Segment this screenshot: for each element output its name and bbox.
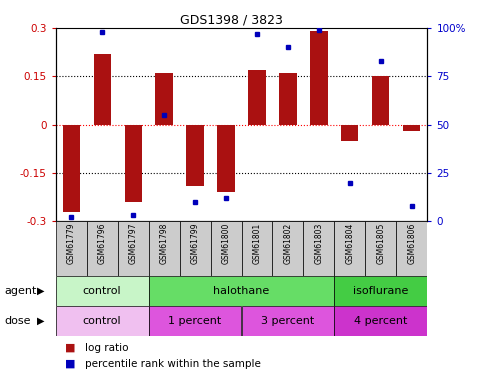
Bar — [94, 54, 111, 124]
Bar — [341, 124, 358, 141]
Bar — [149, 276, 334, 306]
Bar — [272, 221, 303, 276]
Bar — [397, 221, 427, 276]
Bar — [62, 124, 80, 211]
Text: GSM61805: GSM61805 — [376, 223, 385, 264]
Text: GSM61806: GSM61806 — [408, 223, 416, 264]
Bar — [117, 221, 149, 276]
Text: 1 percent: 1 percent — [169, 316, 222, 326]
Bar — [280, 73, 297, 124]
Text: dose: dose — [5, 316, 31, 326]
Bar — [149, 306, 242, 336]
Text: isoflurane: isoflurane — [353, 286, 409, 296]
Bar — [303, 221, 334, 276]
Text: ▶: ▶ — [37, 316, 45, 326]
Bar — [217, 124, 235, 192]
Text: GSM61801: GSM61801 — [253, 223, 261, 264]
Bar — [242, 306, 334, 336]
Text: ■: ■ — [65, 359, 76, 369]
Text: 4 percent: 4 percent — [354, 316, 408, 326]
Text: 3 percent: 3 percent — [261, 316, 314, 326]
Text: GSM61802: GSM61802 — [284, 223, 293, 264]
Bar — [311, 32, 327, 124]
Bar — [242, 221, 272, 276]
Text: ▶: ▶ — [37, 286, 45, 296]
Text: GSM61803: GSM61803 — [314, 223, 324, 264]
Text: GSM61804: GSM61804 — [345, 223, 355, 264]
Bar — [248, 70, 266, 124]
Bar — [334, 221, 366, 276]
Text: percentile rank within the sample: percentile rank within the sample — [85, 359, 260, 369]
Text: control: control — [83, 286, 121, 296]
Bar — [86, 221, 117, 276]
Text: halothane: halothane — [213, 286, 270, 296]
Bar — [180, 221, 211, 276]
Bar — [125, 124, 142, 202]
Text: GDS1398 / 3823: GDS1398 / 3823 — [181, 13, 283, 26]
Bar — [334, 276, 427, 306]
Bar — [366, 221, 397, 276]
Bar — [56, 276, 149, 306]
Bar — [56, 221, 86, 276]
Text: log ratio: log ratio — [85, 343, 128, 353]
Text: GSM61799: GSM61799 — [190, 223, 199, 264]
Text: GSM61798: GSM61798 — [159, 223, 169, 264]
Bar — [403, 124, 421, 131]
Bar — [334, 306, 427, 336]
Text: control: control — [83, 316, 121, 326]
Bar — [149, 221, 180, 276]
Bar — [156, 73, 172, 124]
Text: agent: agent — [5, 286, 37, 296]
Bar — [372, 76, 389, 125]
Bar — [186, 124, 203, 186]
Text: GSM61779: GSM61779 — [67, 223, 75, 264]
Text: GSM61797: GSM61797 — [128, 223, 138, 264]
Bar — [56, 306, 149, 336]
Text: GSM61800: GSM61800 — [222, 223, 230, 264]
Text: ■: ■ — [65, 343, 76, 353]
Text: GSM61796: GSM61796 — [98, 223, 107, 264]
Bar — [211, 221, 242, 276]
